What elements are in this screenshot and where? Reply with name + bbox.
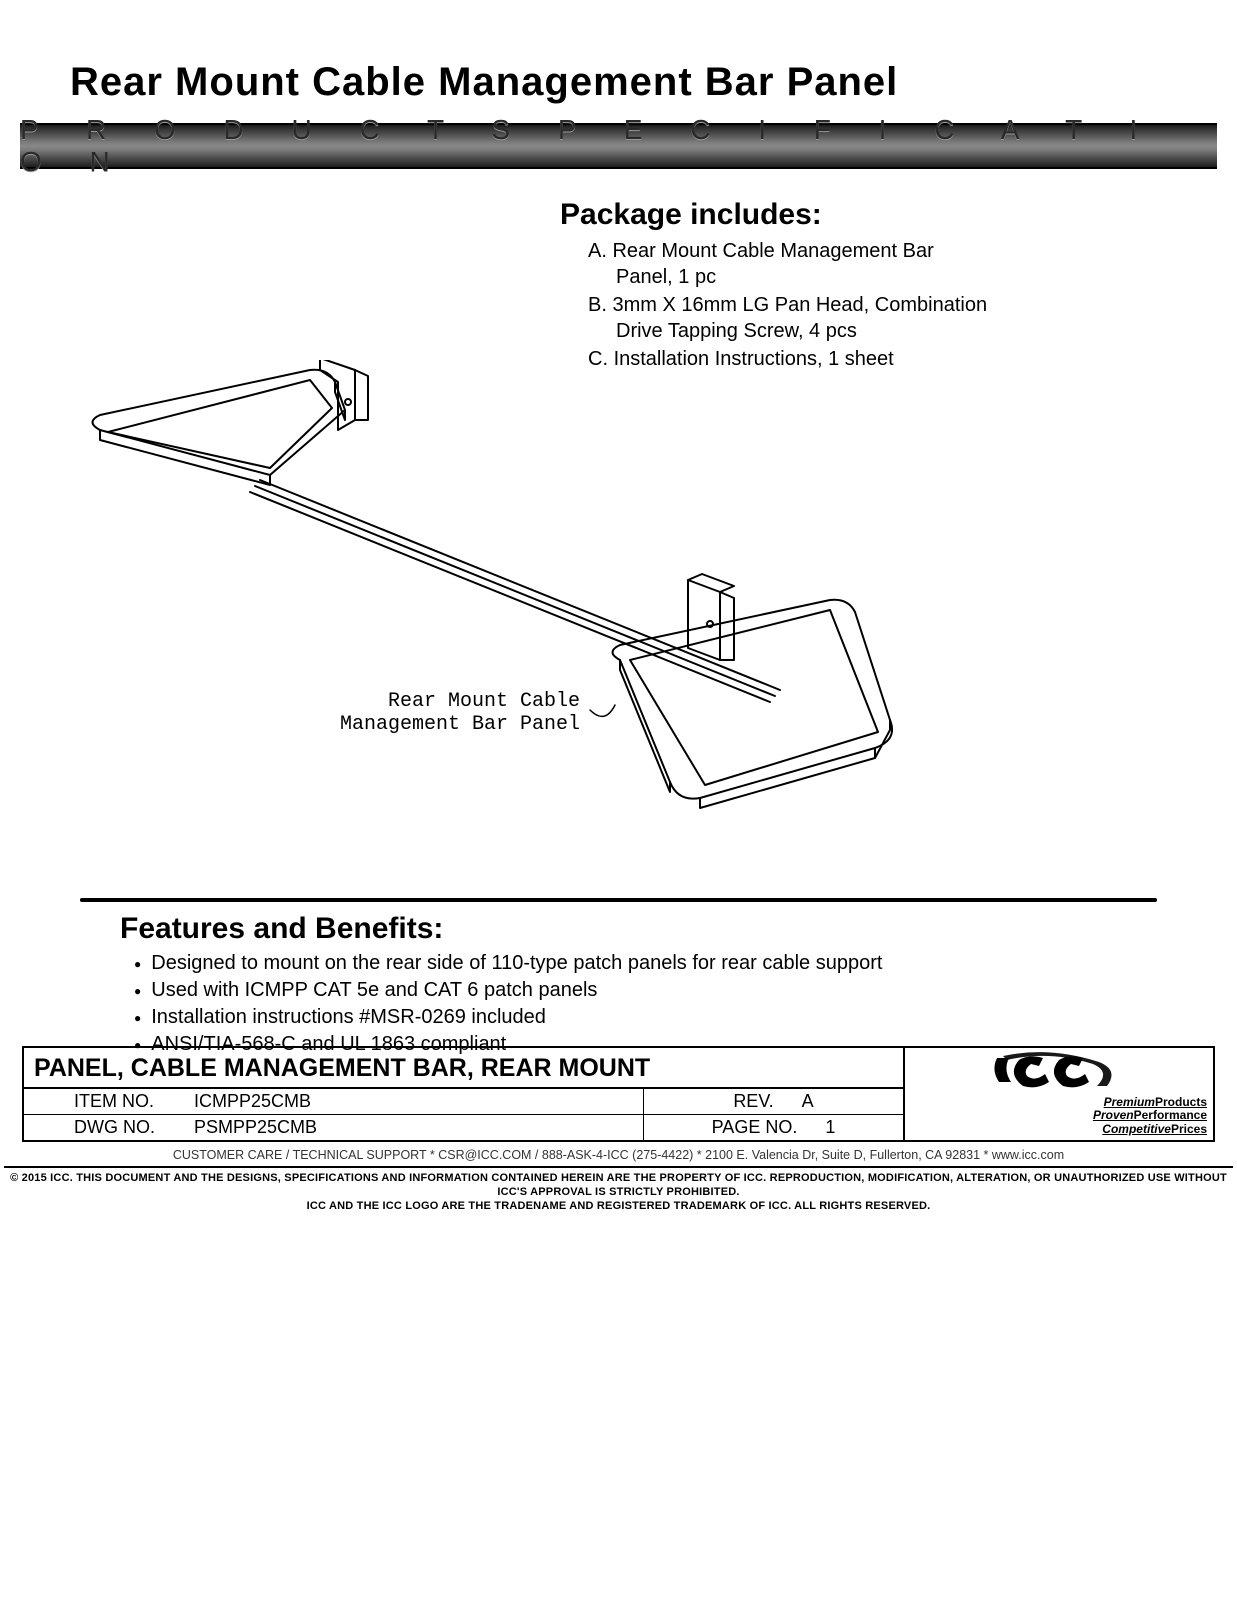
callout-line1: Rear Mount Cable — [320, 690, 580, 713]
divider — [80, 898, 1157, 902]
contact-line: CUSTOMER CARE / TECHNICAL SUPPORT * CSR@… — [0, 1148, 1237, 1162]
pkg-text: Rear Mount Cable Management Bar — [612, 240, 933, 262]
titleblock-row: DWG NO. PSMPP25CMB PAGE NO. 1 — [24, 1114, 903, 1140]
callout-line2: Management Bar Panel — [320, 713, 580, 736]
legal-line1: © 2015 ICC. THIS DOCUMENT AND THE DESIGN… — [4, 1172, 1233, 1200]
tb-rev: REV. A — [643, 1089, 903, 1114]
package-includes: Package includes: A. Rear Mount Cable Ma… — [560, 198, 1120, 374]
legal-section: © 2015 ICC. THIS DOCUMENT AND THE DESIGN… — [4, 1166, 1233, 1213]
package-list: A. Rear Mount Cable Management Bar Panel… — [560, 238, 1120, 372]
logo-block: PremiumProducts ProvenPerformance Compet… — [903, 1048, 1213, 1140]
tb-value: ICMPP25CMB — [184, 1089, 643, 1114]
icc-logo-icon — [989, 1052, 1129, 1096]
tb-value: PSMPP25CMB — [184, 1115, 643, 1140]
pkg-sub: Drive Tapping Screw, 4 pcs — [588, 318, 1120, 344]
spec-bar-text: P R O D U C T S P E C I F I C A T I O N — [20, 114, 1217, 178]
legal-line2: ICC AND THE ICC LOGO ARE THE TRADENAME A… — [4, 1200, 1233, 1214]
pkg-label: A. — [588, 240, 607, 262]
features-list: Designed to mount on the rear side of 11… — [120, 950, 1020, 1058]
feature-item: Designed to mount on the rear side of 11… — [134, 950, 1020, 977]
pkg-label: B. — [588, 294, 607, 316]
titleblock-row: ITEM NO. ICMPP25CMB REV. A — [24, 1089, 903, 1114]
callout-label: Rear Mount Cable Management Bar Panel — [320, 690, 580, 736]
title-block: PANEL, CABLE MANAGEMENT BAR, REAR MOUNT … — [22, 1046, 1215, 1142]
product-drawing — [60, 360, 920, 830]
tb-label: ITEM NO. — [24, 1089, 184, 1114]
spec-bar: P R O D U C T S P E C I F I C A T I O N — [20, 123, 1217, 169]
feature-item: Installation instructions #MSR-0269 incl… — [134, 1004, 1020, 1031]
pkg-sub: Panel, 1 pc — [588, 264, 1120, 290]
features-heading: Features and Benefits: — [120, 912, 1020, 946]
feature-item: Used with ICMPP CAT 5e and CAT 6 patch p… — [134, 977, 1020, 1004]
tb-label: DWG NO. — [24, 1115, 184, 1140]
page-title: Rear Mount Cable Management Bar Panel — [70, 60, 1207, 105]
tagline: CompetitivePrices — [911, 1123, 1207, 1136]
tb-page: PAGE NO. 1 — [643, 1115, 903, 1140]
features-section: Features and Benefits: Designed to mount… — [120, 912, 1020, 1058]
pkg-text: 3mm X 16mm LG Pan Head, Combination — [612, 294, 987, 316]
package-heading: Package includes: — [560, 198, 1120, 232]
titleblock-title: PANEL, CABLE MANAGEMENT BAR, REAR MOUNT — [24, 1048, 903, 1089]
